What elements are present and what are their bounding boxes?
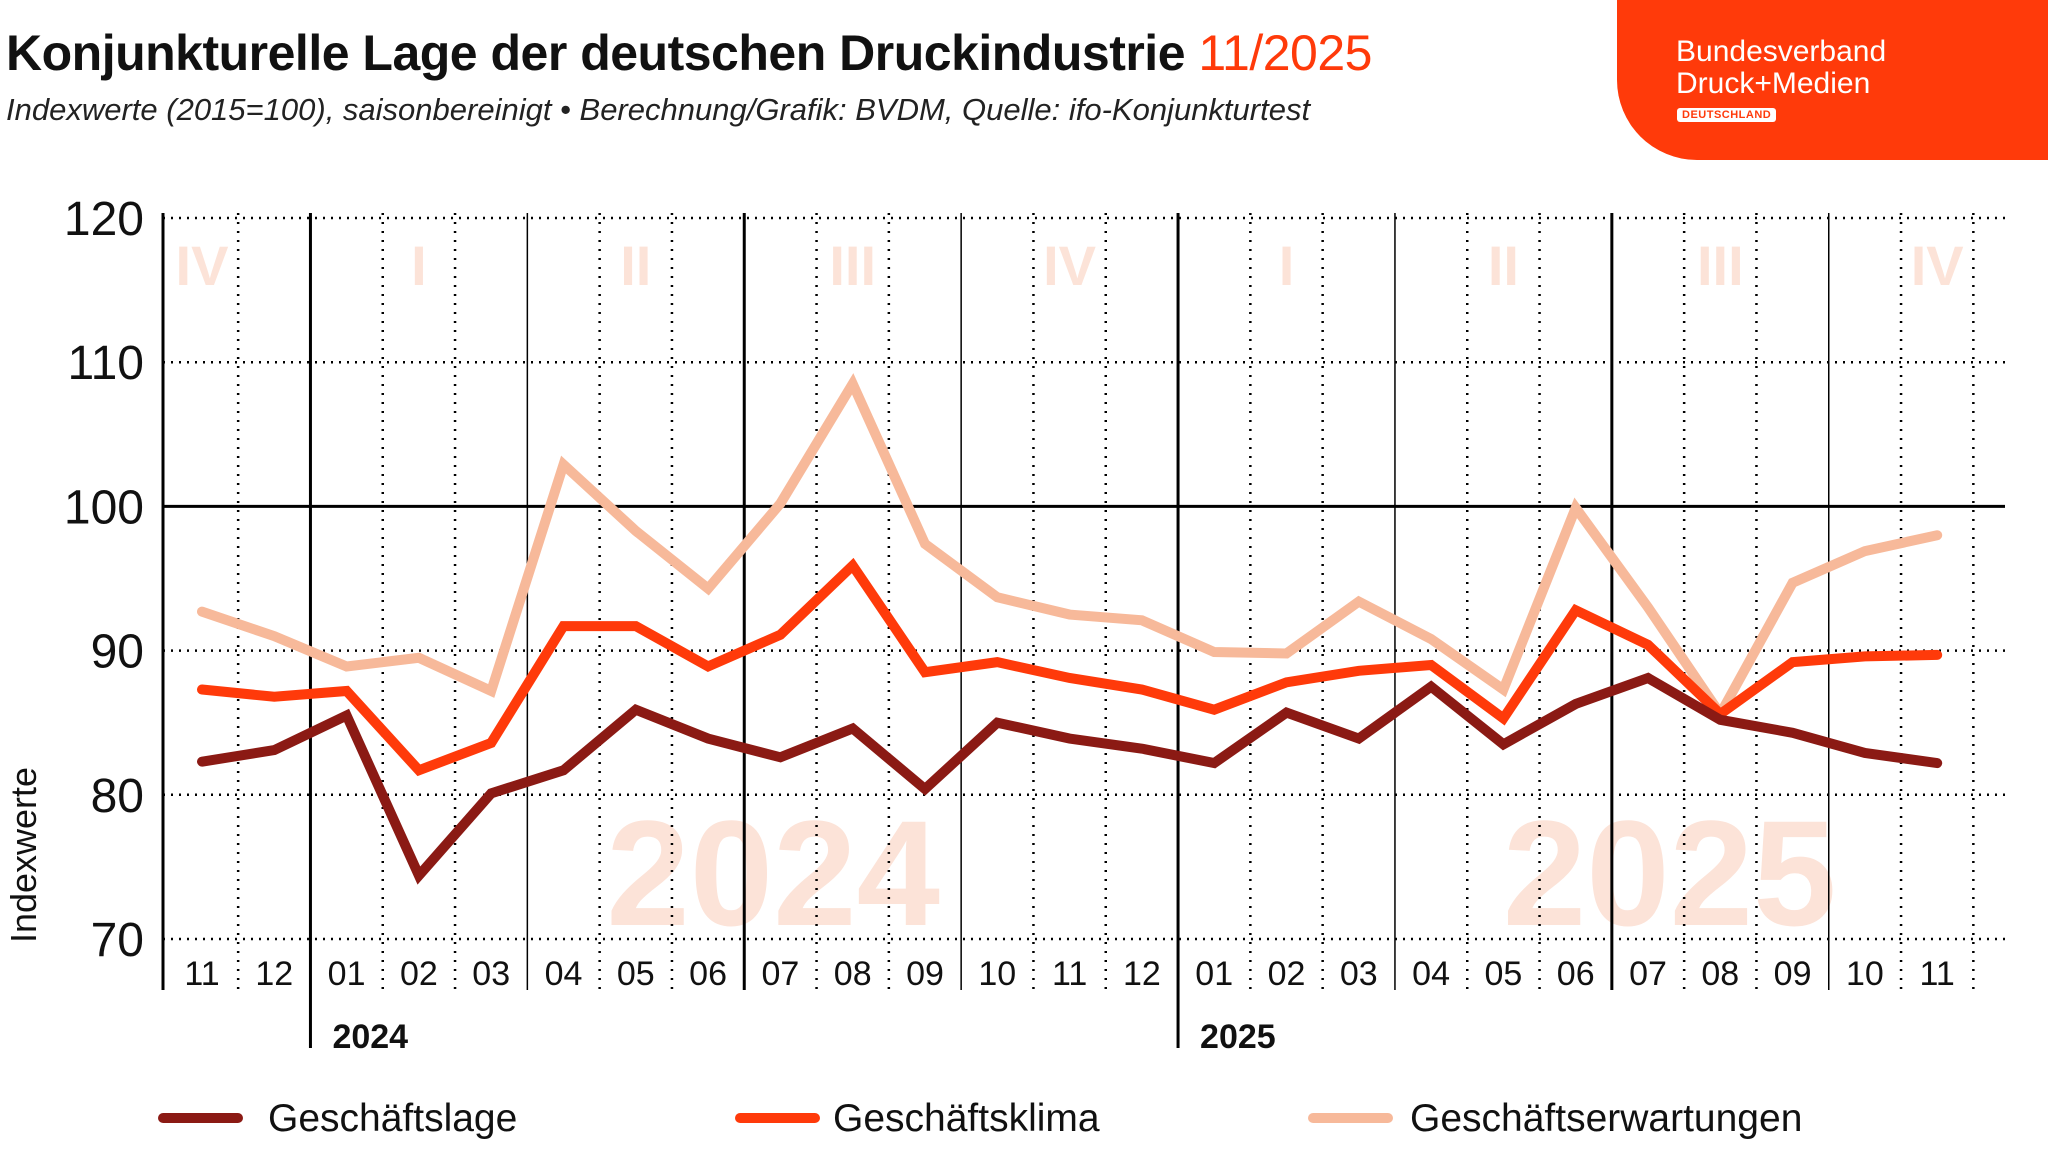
quarter-label: II (620, 234, 651, 297)
x-tick-label: 10 (978, 955, 1016, 993)
x-tick-label: 06 (689, 955, 727, 993)
bvdm-logo: Bundesverband Druck+Medien DEUTSCHLAND (1617, 0, 2048, 160)
x-tick-label: 02 (1268, 955, 1306, 993)
x-tick-label: 08 (1701, 955, 1739, 993)
x-tick-label: 07 (761, 955, 799, 993)
logo-line1: Bundesverband (1676, 35, 1887, 68)
x-tick-label: 10 (1846, 955, 1884, 993)
quarter-label: III (829, 234, 876, 297)
x-tick-label: 03 (1340, 955, 1378, 993)
year-label: 2024 (332, 1018, 408, 1056)
x-tick-label: 09 (1774, 955, 1812, 993)
title-date: 11/2025 (1198, 25, 1372, 81)
y-tick-label: 100 (64, 481, 144, 534)
series-line-geschäftserwartungen (197, 373, 1943, 724)
chart-subtitle: Indexwerte (2015=100), saisonbereinigt •… (6, 92, 1311, 127)
legend-label: Geschäftsklima (833, 1097, 1100, 1140)
x-tick-label: 04 (1412, 955, 1450, 993)
y-tick-label: 70 (91, 914, 144, 967)
quarter-label: II (1488, 234, 1519, 297)
legend-label: Geschäftserwartungen (1410, 1097, 1802, 1140)
chart-title: Konjunkturelle Lage der deutschen Drucki… (6, 24, 1372, 82)
x-tick-label: 03 (472, 955, 510, 993)
legend-label: Geschäftslage (268, 1097, 517, 1140)
y-axis-label: Indexwerte (3, 767, 44, 943)
y-tick-label: 110 (67, 337, 144, 390)
quarter-label: III (1697, 234, 1744, 297)
quarter-label: I (411, 234, 427, 297)
x-tick-label: 04 (545, 955, 583, 993)
x-tick-label: 05 (617, 955, 655, 993)
watermark-year: 2025 (1503, 789, 1837, 957)
quarter-label: IV (176, 234, 229, 297)
y-tick-label: 120 (64, 193, 144, 246)
x-tick-label: 09 (906, 955, 944, 993)
y-tick-label: 80 (91, 770, 144, 823)
year-label: 2025 (1200, 1018, 1276, 1056)
x-tick-label: 11 (1920, 955, 1955, 993)
watermark-year: 2024 (606, 789, 940, 957)
x-tick-label: 01 (1195, 955, 1233, 993)
x-tick-label: 11 (184, 955, 219, 993)
x-tick-label: 06 (1557, 955, 1595, 993)
quarter-label: IV (1911, 234, 1964, 297)
logo-badge: DEUTSCHLAND (1677, 108, 1777, 122)
title-text: Konjunkturelle Lage der deutschen Drucki… (6, 25, 1186, 81)
logo-line2: Druck+Medien (1676, 67, 1871, 100)
y-tick-label: 90 (91, 626, 144, 679)
x-tick-label: 12 (255, 955, 293, 993)
x-tick-label: 12 (1123, 955, 1161, 993)
x-tick-label: 11 (1052, 955, 1087, 993)
quarter-label: IV (1043, 234, 1096, 297)
x-tick-label: 02 (400, 955, 438, 993)
x-tick-label: 05 (1484, 955, 1522, 993)
quarter-label: I (1279, 234, 1295, 297)
x-tick-label: 07 (1629, 955, 1667, 993)
x-tick-label: 08 (834, 955, 872, 993)
x-tick-label: 01 (328, 955, 366, 993)
